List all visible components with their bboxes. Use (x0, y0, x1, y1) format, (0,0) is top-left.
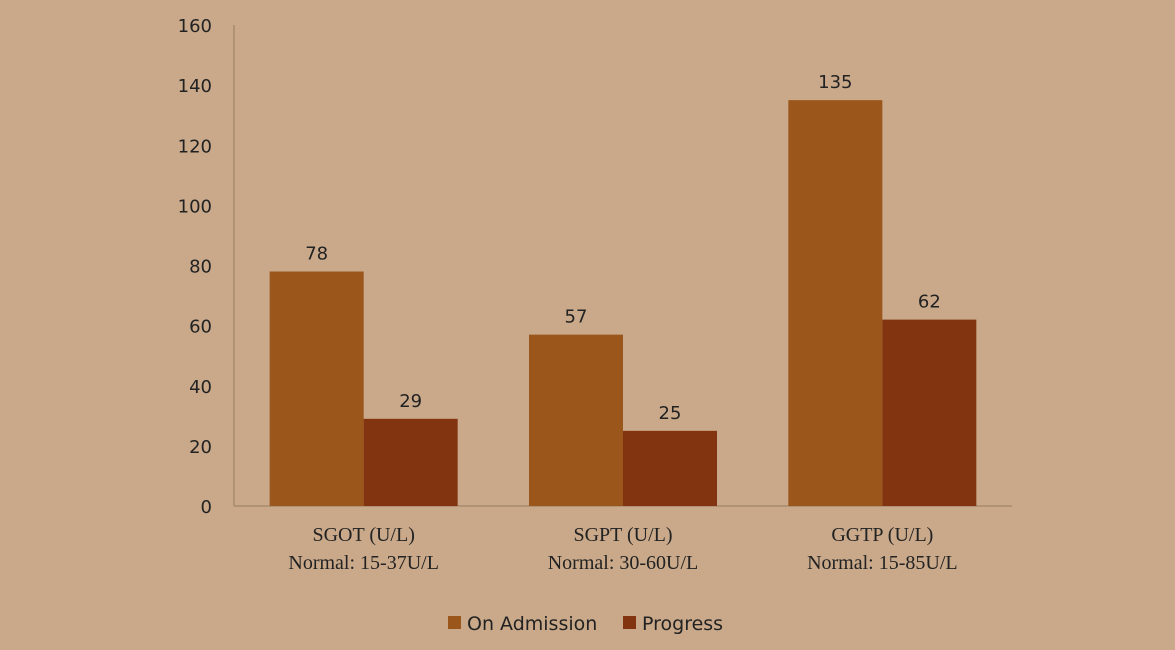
y-tick-label: 60 (189, 317, 212, 338)
y-tick-label: 100 (178, 196, 212, 217)
data-labels: 78 29 57 25 135 62 (305, 72, 941, 424)
chart-bars (269, 100, 977, 506)
bar-value-label: 25 (659, 403, 682, 424)
y-axis-ticks: 0 20 40 60 80 100 120 140 160 (178, 16, 212, 518)
bar (269, 271, 364, 506)
x-axis-categories: SGOT (U/L) Normal: 15-37U/L SGPT (U/L) Norm… (288, 524, 957, 574)
y-tick-label: 20 (189, 437, 212, 458)
category-label: SGOT (U/L) (312, 524, 414, 546)
bar-value-label: 62 (918, 292, 941, 313)
bar (788, 100, 883, 506)
bar-value-label: 135 (818, 72, 852, 93)
bar-value-label: 57 (565, 307, 588, 328)
category-normal-range: Normal: 30-60U/L (548, 552, 699, 574)
y-tick-label: 40 (189, 377, 212, 398)
bar (363, 418, 458, 506)
category-normal-range: Normal: 15-37U/L (288, 552, 439, 574)
legend-label: On Admission (467, 613, 597, 635)
legend-label: Progress (642, 613, 723, 635)
chart-legend: On Admission Progress (448, 613, 723, 635)
y-tick-label: 160 (178, 16, 212, 37)
y-tick-label: 0 (201, 497, 212, 518)
y-tick-label: 80 (189, 257, 212, 278)
category-label: SGPT (U/L) (573, 524, 672, 546)
legend-swatch (623, 616, 636, 629)
bar-value-label: 29 (399, 391, 422, 412)
y-tick-label: 140 (178, 76, 212, 97)
bar (529, 334, 623, 506)
category-label: GGTP (U/L) (831, 524, 933, 546)
legend-swatch (448, 616, 461, 629)
bar (623, 430, 717, 506)
y-tick-label: 120 (178, 136, 212, 157)
bar-value-label: 78 (305, 244, 328, 265)
bar (882, 319, 977, 506)
category-normal-range: Normal: 15-85U/L (807, 552, 958, 574)
